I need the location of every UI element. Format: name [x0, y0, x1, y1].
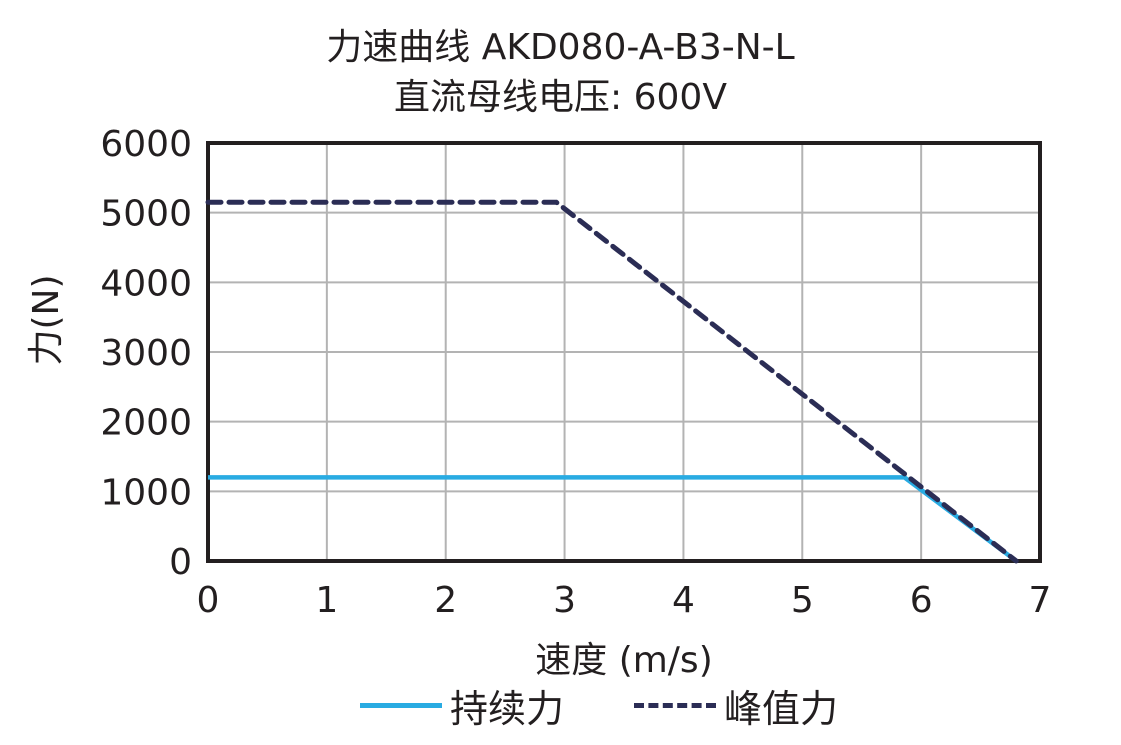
series-line-0 — [208, 475, 1018, 563]
y-tick-label: 0 — [169, 542, 192, 583]
y-tick-label: 4000 — [100, 263, 192, 304]
legend-label-peak: 峰值力 — [724, 687, 839, 731]
legend-item-continuous: 持续力 — [360, 678, 564, 733]
y-tick-label: 2000 — [100, 403, 192, 444]
x-axis-label: 速度 (m/s) — [535, 640, 713, 681]
legend-label-continuous: 持续力 — [450, 687, 565, 731]
y-tick-label: 6000 — [100, 124, 192, 165]
legend: 持续力 峰值力 — [360, 678, 908, 733]
legend-swatch-dashed — [634, 703, 717, 708]
series-line-1 — [205, 199, 1019, 564]
x-tick-label: 1 — [315, 580, 338, 621]
x-tick-label: 5 — [791, 580, 814, 621]
y-tick-label: 1000 — [100, 472, 192, 513]
chart-subtitle: 直流母线电压: 600V — [394, 77, 727, 118]
x-tick-label: 7 — [1029, 580, 1052, 621]
legend-item-peak: 峰值力 — [634, 678, 838, 733]
x-tick-label: 6 — [910, 580, 933, 621]
x-tick-label: 4 — [672, 580, 695, 621]
y-axis-label: 力(N) — [26, 274, 67, 365]
x-tick-label: 2 — [434, 580, 457, 621]
plot-frame — [206, 141, 1042, 563]
x-tick-label: 3 — [553, 580, 576, 621]
y-tick-label: 5000 — [100, 194, 192, 235]
legend-swatch-solid — [360, 703, 442, 708]
y-tick-label: 3000 — [100, 333, 192, 374]
x-tick-label: 0 — [197, 580, 220, 621]
chart-title: 力速曲线 AKD080-A-B3-N-L — [326, 27, 795, 68]
